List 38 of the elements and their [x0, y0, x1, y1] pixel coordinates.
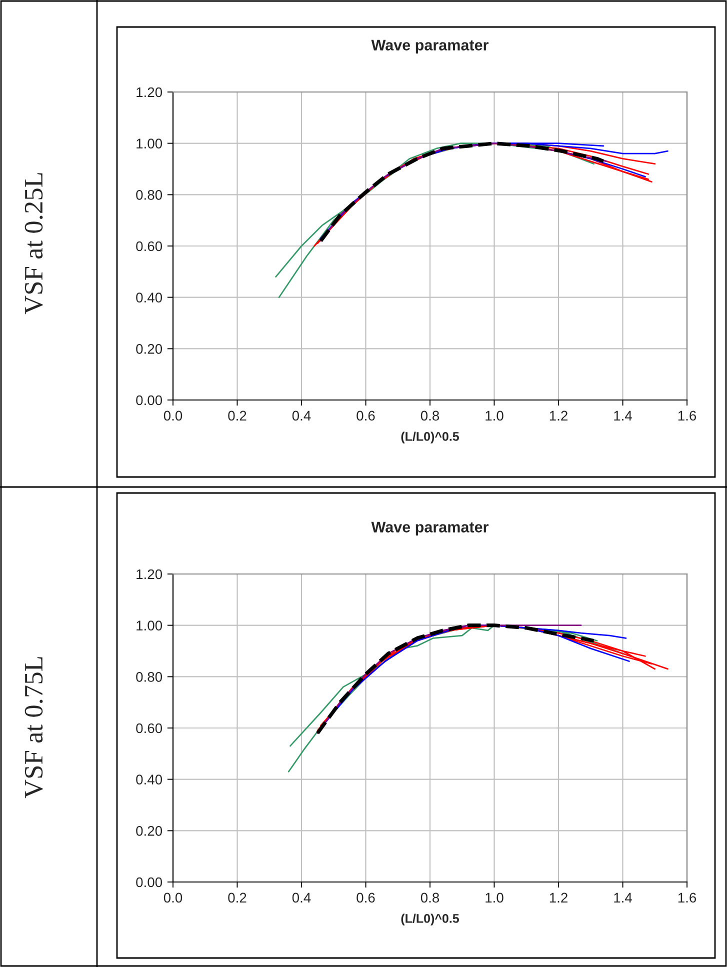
y-tick-label: 0.00: [136, 395, 162, 406]
x-tick-label: 0.2: [228, 410, 246, 421]
x-tick-label: 0.0: [164, 892, 182, 903]
y-tick-label: 1.20: [136, 87, 162, 98]
x-tick-label: 1.4: [614, 410, 632, 420]
x-tick-label: 1.6: [678, 410, 696, 421]
y-tick-label: 1.00: [136, 138, 162, 149]
x-tick-label: 0.8: [420, 892, 440, 903]
y-tick-label: 0.60: [136, 723, 162, 734]
x-tick-label: 1.0: [486, 892, 504, 903]
y-tick-label: 0.40: [136, 774, 162, 785]
x-tick-label: 0.2: [228, 892, 246, 903]
y-tick-label: 0.80: [136, 672, 162, 682]
x-tick-label: 1.4: [614, 892, 632, 902]
y-axis-title: VSF at 0.25L: [24, 173, 43, 314]
x-tick-label: 1.2: [550, 410, 568, 420]
x-tick-label: 0.6: [356, 410, 375, 421]
x-tick-label: 0.0: [164, 410, 182, 421]
y-tick-label: 1.20: [136, 569, 162, 580]
x-tick-label: 0.4: [292, 892, 311, 903]
x-tick-label: 0.4: [292, 410, 311, 421]
x-axis-title: (L/L0)^0.5: [401, 432, 459, 444]
y-tick-label: 0.60: [136, 241, 162, 252]
y-tick-label: 0.40: [136, 292, 162, 303]
y-tick-label: 1.00: [136, 620, 162, 631]
y-tick-label: 0.20: [136, 344, 162, 354]
chart-title: Wave paramater: [371, 522, 489, 536]
x-tick-label: 1.2: [550, 892, 568, 902]
y-axis-title: VSF at 0.75L: [24, 657, 43, 798]
x-axis-title: (L/L0)^0.5: [401, 914, 459, 926]
y-tick-label: 0.80: [136, 190, 162, 200]
y-tick-label: 0.00: [136, 877, 162, 888]
y-tick-label: 0.20: [136, 826, 162, 836]
x-tick-label: 0.8: [420, 410, 440, 421]
x-tick-label: 1.6: [678, 892, 696, 903]
x-tick-label: 1.0: [486, 410, 504, 421]
chart-title: Wave paramater: [371, 40, 489, 54]
x-tick-label: 0.6: [356, 892, 375, 903]
